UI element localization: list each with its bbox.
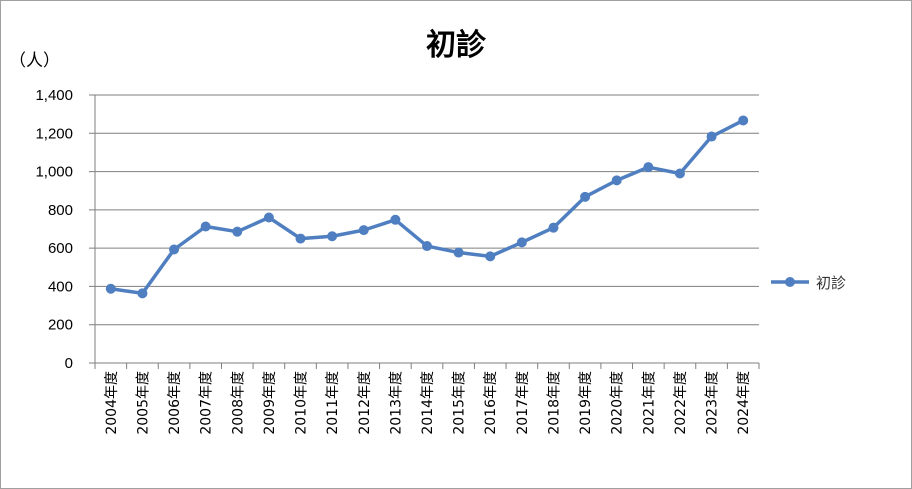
data-point [548, 222, 559, 233]
data-point [200, 221, 211, 232]
data-point [390, 214, 401, 225]
data-point [516, 237, 527, 248]
x-tick-label: 2013年度 [388, 371, 404, 435]
y-tick-label: 200 [48, 317, 73, 334]
legend-label: 初診 [816, 274, 846, 292]
x-tick-label: 2007年度 [199, 371, 215, 435]
x-tick-label: 2024年度 [736, 371, 752, 435]
x-tick-label: 2019年度 [578, 371, 594, 435]
chart-title: 初診 [426, 28, 487, 63]
data-point [674, 168, 685, 179]
x-tick-label: 2011年度 [325, 371, 341, 435]
data-point [327, 231, 338, 242]
data-point [295, 233, 306, 244]
x-tick-label: 2022年度 [673, 371, 689, 435]
data-point [105, 283, 116, 294]
data-point [358, 225, 369, 236]
legend: 初診 [771, 274, 846, 292]
data-point [738, 115, 749, 126]
y-tick-label: 1,200 [35, 125, 73, 142]
x-tick-label: 2004年度 [104, 371, 120, 435]
gridlines [89, 94, 759, 364]
x-tick-label: 2006年度 [167, 371, 183, 435]
y-tick-label: 600 [48, 240, 73, 257]
x-tick-label: 2016年度 [483, 371, 499, 435]
y-tick-label: 1,400 [35, 87, 73, 104]
x-tick-label: 2005年度 [135, 371, 151, 435]
data-point [706, 131, 717, 142]
y-tick-label: 400 [48, 278, 73, 295]
x-tick-label: 2018年度 [546, 371, 562, 435]
y-tick-label: 1,000 [35, 164, 73, 181]
x-tick-label: 2010年度 [294, 371, 310, 435]
series-line [110, 118, 744, 296]
data-point [169, 244, 180, 255]
data-point [643, 162, 654, 173]
x-tick-label: 2023年度 [705, 371, 721, 435]
data-point [422, 241, 432, 252]
data-point [232, 226, 243, 237]
x-tick-label: 2021年度 [641, 371, 657, 435]
data-point [453, 247, 464, 258]
x-tick-label: 2020年度 [610, 371, 626, 435]
data-point [263, 212, 274, 223]
data-point [485, 251, 496, 262]
x-tick-label: 2014年度 [420, 371, 436, 435]
y-axis-unit-label: （人） [9, 51, 60, 71]
data-point [137, 288, 148, 299]
y-tick-label: 800 [48, 202, 73, 219]
x-axis-ticks: 2004年度 2005年度 2006年度 2007年度 2008年度 2009年度 2010… [94, 363, 760, 435]
series-layer [105, 115, 749, 299]
x-tick-label: 2009年度 [262, 371, 278, 435]
x-tick-label: 2012年度 [357, 371, 373, 435]
x-tick-label: 2017年度 [515, 371, 531, 435]
x-tick-label: 2008年度 [230, 371, 246, 435]
y-tick-label: 0 [65, 355, 73, 372]
data-point [611, 175, 622, 186]
data-point [580, 191, 591, 202]
x-tick-label: 2015年度 [452, 371, 468, 435]
y-axis-ticks: 0 200 400 600 800 1,000 1,200 1,400 [35, 87, 73, 372]
legend-marker [785, 277, 795, 287]
